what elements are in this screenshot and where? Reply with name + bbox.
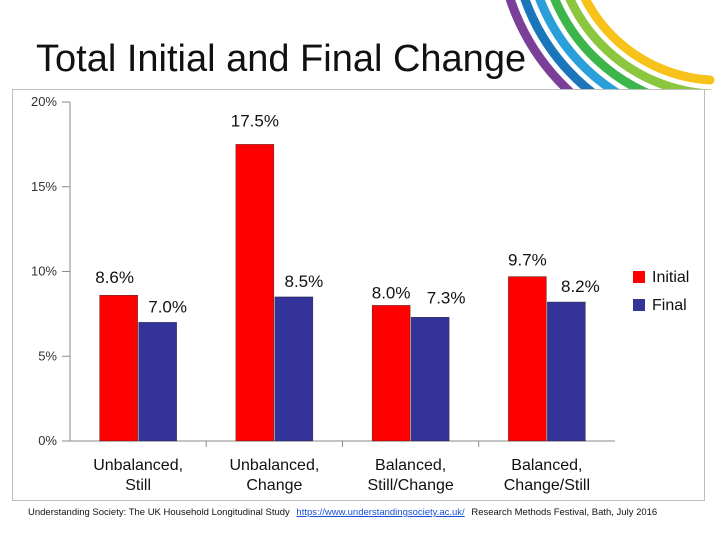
y-tick-label: 20% <box>31 94 57 109</box>
x-tick-label-line: Unbalanced, <box>229 457 319 474</box>
x-tick-label-line: Still <box>125 477 151 494</box>
slide-title: Total Initial and Final Change <box>36 38 527 80</box>
decor-arc <box>580 0 715 85</box>
bar-initial <box>508 276 547 442</box>
footer-event: Research Methods Festival, Bath, July 20… <box>471 507 658 518</box>
bar-final <box>547 301 586 442</box>
data-label-initial: 8.0% <box>372 283 411 302</box>
x-tick-label-line: Change/Still <box>504 477 590 494</box>
legend-swatch <box>633 299 645 311</box>
footer: Understanding Society: The UK Household … <box>28 507 708 518</box>
bar-final <box>138 322 177 442</box>
footer-link[interactable]: https://www.understandingsociety.ac.uk/ <box>296 507 465 518</box>
data-label-initial: 17.5% <box>231 111 279 130</box>
bar-initial <box>235 144 275 442</box>
y-tick-label: 15% <box>31 179 57 194</box>
decor-arc <box>520 0 597 90</box>
y-tick-label: 0% <box>38 433 57 448</box>
bar-initial <box>371 305 411 442</box>
y-tick-label: 5% <box>38 348 57 363</box>
bar-initial <box>99 295 138 442</box>
data-label-final: 7.0% <box>148 297 187 316</box>
x-tick-label-line: Unbalanced, <box>93 457 183 474</box>
x-tick-label: Unbalanced, Change <box>229 457 319 494</box>
x-tick-label-line: Balanced, <box>375 457 446 474</box>
x-tick-label-line: Change <box>246 477 302 494</box>
x-tick-label-line: Still/Change <box>367 477 453 494</box>
x-tick-label: Balanced, Change/Still <box>504 457 590 494</box>
data-label-final: 8.2% <box>561 277 600 296</box>
data-label-final: 8.5% <box>285 272 324 291</box>
bar-final <box>410 317 450 442</box>
bar-final <box>274 296 314 442</box>
decor-arc <box>535 0 622 90</box>
data-label-final: 7.3% <box>427 288 466 307</box>
legend-label: Final <box>652 297 687 314</box>
y-tick-label: 10% <box>31 264 57 279</box>
x-tick-label-line: Balanced, <box>511 457 582 474</box>
chart-frame <box>12 89 705 501</box>
legend-swatch <box>633 271 645 283</box>
data-label-initial: 9.7% <box>508 251 547 270</box>
x-tick-label: Balanced, Still/Change <box>367 457 453 494</box>
legend-label: Initial <box>652 269 689 286</box>
decor-arc <box>550 0 652 90</box>
footer-source: Understanding Society: The UK Household … <box>28 507 290 518</box>
x-tick-label: Unbalanced, Still <box>93 457 183 494</box>
data-label-initial: 8.6% <box>95 268 134 287</box>
